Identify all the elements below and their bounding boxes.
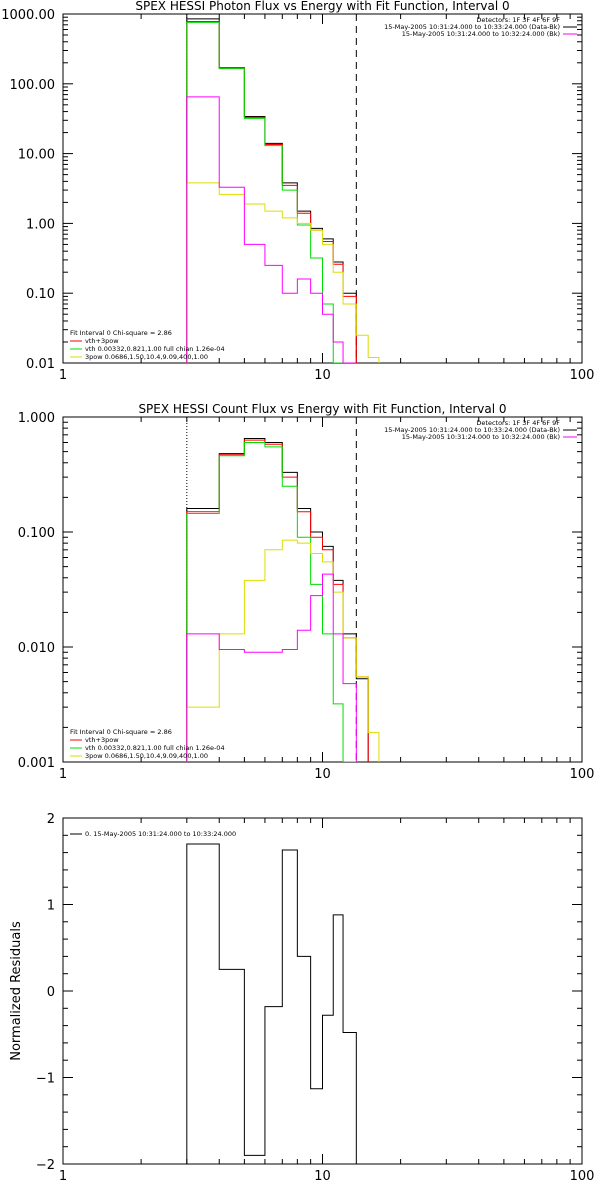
info-text: 15-May-2005 10:31:24.000 to 10:33:24.000…	[384, 23, 560, 31]
y-tick-label: 0	[47, 985, 55, 1000]
y-tick-label: 0.001	[18, 756, 55, 771]
x-tick-label: 10	[314, 767, 331, 782]
info-text: 15-May-2005 10:31:24.000 to 10:32:24.000…	[402, 30, 560, 38]
y-tick-label: 1.00	[26, 217, 55, 232]
panel-2: SPEX HESSI Count Flux vs Energy with Fit…	[18, 402, 595, 782]
panel-1: SPEX HESSI Photon Flux vs Energy with Fi…	[1, 0, 594, 383]
series-bpow-line	[186, 182, 380, 363]
series-bk-line	[186, 573, 357, 762]
y-tick-label: 1000.00	[1, 8, 55, 23]
series-data-line	[186, 438, 369, 762]
y-tick-label: 0.10	[26, 287, 55, 302]
chart-title: SPEX HESSI Count Flux vs Energy with Fit…	[138, 402, 506, 416]
series-bpow-line	[186, 539, 380, 762]
y-tick-label: 1	[47, 899, 55, 914]
series-vth-line	[186, 442, 357, 762]
y-tick-label: 10.00	[18, 148, 55, 163]
info-text: Detectors: 1F 3F 4F 6F 9F	[476, 419, 560, 427]
x-tick-label: 100	[570, 368, 595, 383]
legend-text: 3pow 0.0686,1.50,10.4,9.09,400,1.00	[85, 752, 208, 760]
y-tick-label: −2	[36, 1158, 55, 1173]
x-tick-label: 1	[59, 1169, 67, 1184]
series-total-line	[186, 439, 369, 762]
info-text: Detectors: 1F 3F 4F 6F 9F	[476, 16, 560, 24]
legend-text: Fit Interval 0 Chi-square = 2.86	[70, 728, 172, 736]
y-tick-label: 0.01	[26, 357, 55, 372]
legend-text: Fit Interval 0 Chi-square = 2.86	[70, 329, 172, 337]
series-bk-line	[186, 96, 357, 363]
x-tick-label: 10	[314, 1169, 331, 1184]
legend-text: 3pow 0.0686,1.50,10.4,9.09,400,1.00	[85, 353, 208, 361]
x-tick-label: 100	[570, 767, 595, 782]
legend-text: vth 0.00332,0.821,1.00 full chian 1.26e-…	[85, 345, 225, 353]
y-tick-label: 0.010	[18, 641, 55, 656]
series-data-line	[186, 843, 357, 1164]
series-total-line	[186, 21, 357, 363]
series-vth-line	[186, 21, 344, 363]
y-tick-label: 2	[47, 812, 55, 827]
x-tick-label: 1	[59, 368, 67, 383]
x-tick-label: 1	[59, 767, 67, 782]
legend-text: 0. 15-May-2005 10:31:24.000 to 10:33:24.…	[85, 830, 236, 838]
info-text: 15-May-2005 10:31:24.000 to 10:32:24.000…	[402, 433, 560, 441]
x-tick-label: 100	[570, 1169, 595, 1184]
legend-text: vth 0.00332,0.821,1.00 full chian 1.26e-…	[85, 744, 225, 752]
axes-frame	[62, 817, 583, 1165]
legend-text: vth+3pow	[85, 736, 119, 744]
y-tick-label: −1	[36, 1072, 55, 1087]
legend-text: vth+3pow	[85, 337, 119, 345]
series-data-line	[186, 18, 357, 363]
y-tick-label: 1.000	[18, 411, 55, 426]
info-text: 15-May-2005 10:31:24.000 to 10:33:24.000…	[384, 426, 560, 434]
y-tick-label: 0.100	[18, 526, 55, 541]
x-tick-label: 10	[314, 368, 331, 383]
chart-title: SPEX HESSI Photon Flux vs Energy with Fi…	[135, 0, 509, 13]
y-axis-label: Normalized Residuals	[9, 921, 24, 1061]
y-tick-label: 100.00	[10, 78, 56, 93]
panel-3: 1 10 100 −2 −1 0 1 2 Normalized Residuals 0. 15-M…	[9, 812, 594, 1184]
